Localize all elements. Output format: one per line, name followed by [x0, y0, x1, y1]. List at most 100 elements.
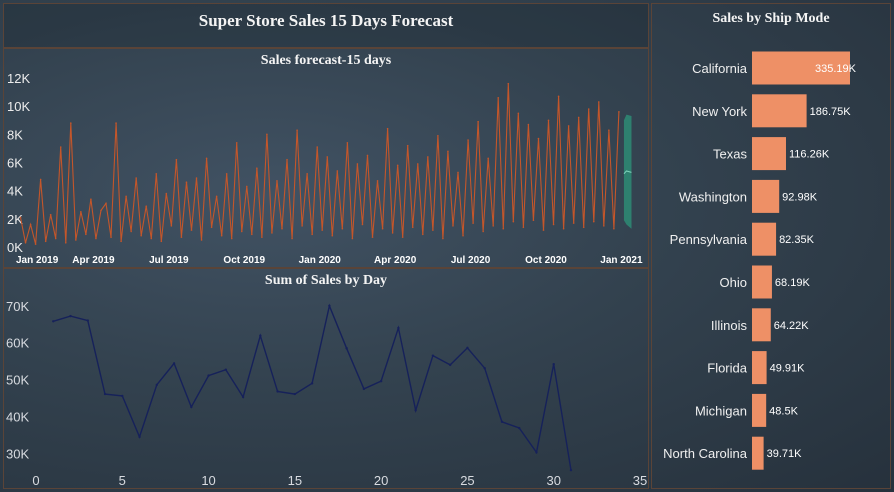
sales-point: [346, 142, 349, 144]
sales-point: [517, 112, 520, 115]
day-point: [86, 319, 89, 322]
sales-point: [532, 219, 535, 222]
bar: [752, 351, 767, 385]
day-series-line: [53, 303, 572, 471]
sales-series-line: [19, 83, 620, 245]
sales-point: [235, 142, 238, 144]
sales-point: [592, 220, 595, 223]
day-point: [52, 320, 55, 323]
sales-point: [145, 205, 148, 207]
title-panel: Super Store Sales 15 Days Forecast: [3, 3, 649, 48]
bar: [752, 179, 780, 213]
sales-point: [276, 180, 278, 182]
sales-point: [215, 195, 218, 198]
x-tick-label: Jul 2019: [149, 255, 189, 266]
sales-point: [210, 226, 213, 229]
ship-mode-chart[interactable]: California 335.19K New York 186.75K Texas 116…: [652, 4, 890, 488]
sales-point: [492, 225, 495, 227]
sales-by-day-panel: Sum of Sales by Day 30K 40K 50K 60K 70K 0 5 10 1…: [3, 268, 649, 489]
sales-point: [120, 240, 122, 243]
category-label: North Carolina: [663, 446, 748, 461]
sales-point: [34, 243, 37, 245]
sales-point: [44, 240, 47, 243]
day-point: [69, 314, 72, 318]
sales-point: [220, 234, 223, 237]
day-point: [535, 451, 538, 454]
y-tick-label: 50K: [6, 373, 29, 388]
bar-value-label: 186.75K: [810, 106, 852, 118]
sales-point: [311, 233, 313, 236]
sales-point: [256, 167, 258, 169]
sales-point: [477, 120, 479, 123]
sales-point: [225, 172, 228, 175]
sales-point: [80, 211, 82, 213]
sales-point: [608, 129, 610, 131]
x-tick-label: Jan 2020: [299, 255, 342, 266]
sales-point: [336, 170, 339, 172]
y-tick-label: 6K: [7, 156, 23, 171]
x-tick-label: Apr 2019: [72, 255, 115, 266]
sales-point: [416, 163, 419, 165]
sales-point: [582, 226, 585, 229]
day-point: [103, 392, 107, 396]
sales-point: [502, 227, 505, 230]
sales-point: [361, 223, 364, 226]
sales-point: [115, 122, 117, 124]
sales-point: [447, 150, 449, 153]
category-label: Ohio: [720, 275, 747, 290]
day-point: [483, 367, 486, 370]
sales-point: [598, 101, 600, 103]
sales-point: [175, 158, 178, 161]
sales-point: [371, 236, 374, 238]
category-label: Texas: [713, 147, 747, 162]
sales-point: [29, 223, 32, 226]
sales-point: [64, 241, 67, 244]
x-tick-label: 35: [633, 473, 647, 488]
bar: [752, 265, 772, 299]
sales-point: [54, 237, 57, 240]
sales-point: [603, 225, 605, 227]
sales-point: [432, 229, 434, 231]
sales-point: [286, 158, 288, 161]
x-tick-label: 25: [460, 473, 474, 488]
sales-point: [49, 213, 52, 216]
day-point: [569, 468, 573, 472]
sales-point: [39, 178, 42, 181]
category-label: California: [692, 61, 748, 76]
sales-point: [562, 227, 565, 230]
y-tick-label: 40K: [6, 410, 29, 425]
sales-point: [366, 154, 369, 157]
bar: [752, 222, 777, 256]
sales-point: [24, 241, 27, 244]
sales-point: [105, 202, 107, 205]
sales-point: [512, 220, 515, 223]
sales-point: [406, 144, 409, 147]
sales-point: [140, 234, 142, 237]
x-tick-label: 20: [374, 473, 388, 488]
sales-point: [527, 123, 530, 126]
sales-by-day-chart[interactable]: 30K 40K 50K 60K 70K 0 5 10 15 20 25 30 35: [4, 269, 648, 488]
bar: [752, 436, 764, 470]
sales-point: [391, 232, 394, 234]
sales-point: [185, 181, 188, 184]
bar-value-label: 92.98K: [782, 191, 818, 203]
category-label: Washington: [679, 189, 747, 204]
sales-point: [341, 227, 344, 230]
bar-value-label: 48.5K: [769, 405, 798, 417]
sales-point: [572, 222, 575, 224]
sales-point: [130, 230, 132, 233]
sales-point: [281, 227, 283, 230]
sales-point: [240, 230, 243, 233]
forecast-chart[interactable]: 0K 2K 4K 6K 8K 10K 12K Jan 2019 Apr 2019 Jul 2019…: [4, 49, 648, 267]
sales-point: [190, 229, 193, 231]
sales-point: [507, 82, 510, 85]
sales-point: [457, 171, 459, 174]
sales-point: [70, 122, 72, 124]
sales-point: [467, 139, 469, 141]
day-point: [207, 374, 210, 377]
sales-point: [90, 198, 92, 200]
sales-point: [326, 156, 329, 158]
day-point: [431, 354, 435, 357]
sales-point: [351, 237, 354, 240]
sales-point: [321, 229, 324, 231]
